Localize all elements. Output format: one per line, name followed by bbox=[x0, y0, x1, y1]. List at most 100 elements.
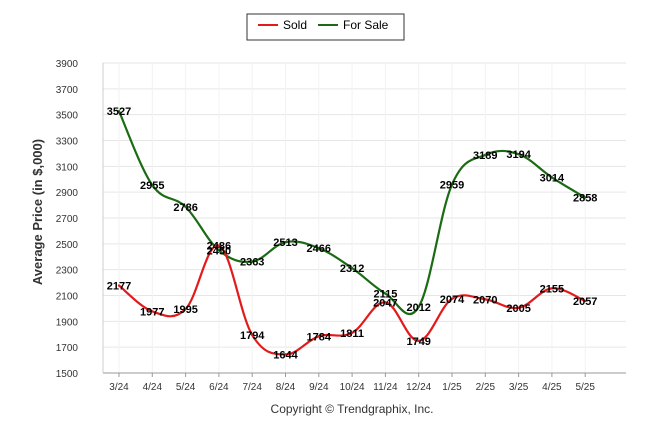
x-tick-label: 5/25 bbox=[575, 382, 595, 393]
grid bbox=[103, 62, 626, 377]
data-point-for-sale bbox=[417, 305, 420, 309]
data-label-for-sale: 3527 bbox=[107, 106, 131, 118]
data-point-for-sale bbox=[217, 249, 221, 252]
series-line-sold bbox=[118, 244, 586, 356]
data-label-for-sale: 2363 bbox=[240, 257, 264, 269]
y-tick-label: 2100 bbox=[56, 292, 79, 303]
data-point-sold bbox=[184, 307, 187, 311]
data-point-sold bbox=[317, 335, 320, 338]
data-label-for-sale: 2959 bbox=[440, 180, 464, 192]
data-point-for-sale bbox=[450, 183, 454, 186]
y-tick-label: 2300 bbox=[56, 266, 79, 277]
legend: Sold For Sale bbox=[246, 13, 405, 41]
data-label-sold: 2155 bbox=[540, 283, 564, 295]
data-point-for-sale bbox=[584, 196, 587, 199]
data-label-for-sale: 3014 bbox=[540, 172, 565, 184]
data-point-for-sale bbox=[550, 176, 554, 179]
y-tick-label: 3700 bbox=[56, 85, 79, 96]
x-tick-label: 1/25 bbox=[442, 382, 462, 393]
data-label-sold: 2005 bbox=[506, 303, 530, 315]
data-label-sold: 2057 bbox=[573, 296, 597, 308]
legend-forsale-label: For Sale bbox=[343, 18, 389, 32]
data-label-for-sale: 2858 bbox=[573, 193, 597, 205]
x-tick-label: 4/25 bbox=[542, 382, 562, 393]
copyright-text: Copyright © Trendgraphix, Inc. bbox=[271, 402, 434, 416]
data-point-sold bbox=[417, 339, 420, 343]
data-label-sold: 1977 bbox=[140, 306, 164, 318]
data-point-sold bbox=[284, 353, 287, 356]
data-point-sold bbox=[384, 301, 387, 304]
series-line-for-sale bbox=[117, 110, 586, 316]
data-label-for-sale: 2786 bbox=[173, 202, 197, 214]
x-tick-label: 3/25 bbox=[509, 382, 529, 393]
data-point-for-sale bbox=[384, 292, 387, 295]
data-label-for-sale: 2513 bbox=[273, 237, 297, 249]
data-label-sold: 1995 bbox=[173, 304, 197, 316]
data-label-sold: 2074 bbox=[440, 294, 465, 306]
data-point-sold bbox=[350, 331, 354, 335]
y-tick-label: 1700 bbox=[56, 343, 79, 354]
data-label-for-sale: 3194 bbox=[506, 149, 531, 161]
data-label-sold: 2047 bbox=[373, 297, 397, 309]
y-tick-label: 3100 bbox=[56, 162, 79, 173]
y-tick-labels: 1500 1700 1900 2100 2300 2500 2700 2900 3100 3300… bbox=[56, 59, 79, 380]
data-label-sold: 2486 bbox=[207, 241, 231, 253]
legend-box bbox=[246, 13, 405, 41]
data-point-sold bbox=[450, 297, 454, 301]
data-label-sold: 1811 bbox=[340, 328, 364, 340]
data-label-for-sale: 2012 bbox=[406, 302, 430, 314]
x-tick-label: 6/24 bbox=[209, 382, 229, 393]
data-point-for-sale bbox=[350, 266, 354, 270]
y-tick-label: 2900 bbox=[56, 188, 79, 199]
x-tick-label: 2/25 bbox=[476, 382, 496, 393]
data-point-sold bbox=[484, 298, 487, 301]
x-tick-label: 4/24 bbox=[143, 382, 163, 393]
y-tick-label: 3300 bbox=[56, 137, 79, 148]
axes bbox=[102, 63, 626, 374]
data-point-sold bbox=[251, 333, 254, 337]
y-tick-label: 3900 bbox=[56, 59, 79, 70]
data-point-sold bbox=[217, 244, 221, 247]
data-point-for-sale bbox=[251, 260, 254, 263]
data-label-sold: 1749 bbox=[406, 336, 430, 348]
x-tick-label: 5/24 bbox=[176, 382, 196, 393]
y-tick-label: 1500 bbox=[56, 369, 79, 380]
data-point-for-sale bbox=[317, 247, 320, 250]
data-point-for-sale bbox=[517, 152, 520, 156]
data-label-sold: 2177 bbox=[107, 281, 131, 293]
x-tick-label: 12/24 bbox=[406, 382, 431, 393]
data-label-for-sale: 3189 bbox=[473, 150, 497, 162]
data-point-for-sale bbox=[151, 183, 154, 187]
y-tick-label: 3500 bbox=[56, 111, 79, 122]
y-tick-label: 1900 bbox=[56, 317, 79, 328]
data-point-sold bbox=[517, 306, 520, 309]
series-lines bbox=[117, 109, 587, 356]
data-point-sold bbox=[584, 299, 587, 303]
y-tick-label: 2500 bbox=[56, 240, 79, 251]
data-label-for-sale: 2466 bbox=[307, 243, 331, 255]
data-label-for-sale: 2955 bbox=[140, 180, 164, 192]
data-point-for-sale bbox=[184, 205, 187, 209]
legend-sold-label: Sold bbox=[283, 18, 307, 32]
data-label-for-sale: 2450 bbox=[207, 245, 231, 257]
x-tick-label: 8/24 bbox=[276, 382, 296, 393]
data-point-for-sale bbox=[117, 109, 121, 113]
y-tick-label: 2700 bbox=[56, 214, 79, 225]
data-label-sold: 1644 bbox=[273, 349, 298, 361]
data-label-sold: 1784 bbox=[307, 331, 332, 343]
x-tick-labels: 3/24 4/24 5/24 6/24 7/24 8/24 9/24 10/24 11/24 12… bbox=[109, 382, 595, 393]
x-tick-label: 9/24 bbox=[309, 382, 329, 393]
data-point-sold bbox=[151, 310, 154, 313]
data-point-sold bbox=[550, 287, 554, 290]
x-tick-label: 3/24 bbox=[109, 382, 129, 393]
data-label-sold: 1794 bbox=[240, 330, 265, 342]
data-label-sold: 2070 bbox=[473, 294, 497, 306]
data-label-for-sale: 2312 bbox=[340, 263, 364, 275]
data-label-for-sale: 2115 bbox=[373, 289, 397, 301]
y-axis-title: Average Price (in $,000) bbox=[30, 139, 45, 285]
data-point-for-sale bbox=[484, 153, 487, 157]
data-labels: 3527 2955 2786 2450 2363 2513 2466 2312 2115 2012… bbox=[107, 106, 598, 361]
data-point-sold bbox=[117, 284, 121, 287]
x-tick-label: 7/24 bbox=[242, 382, 262, 393]
